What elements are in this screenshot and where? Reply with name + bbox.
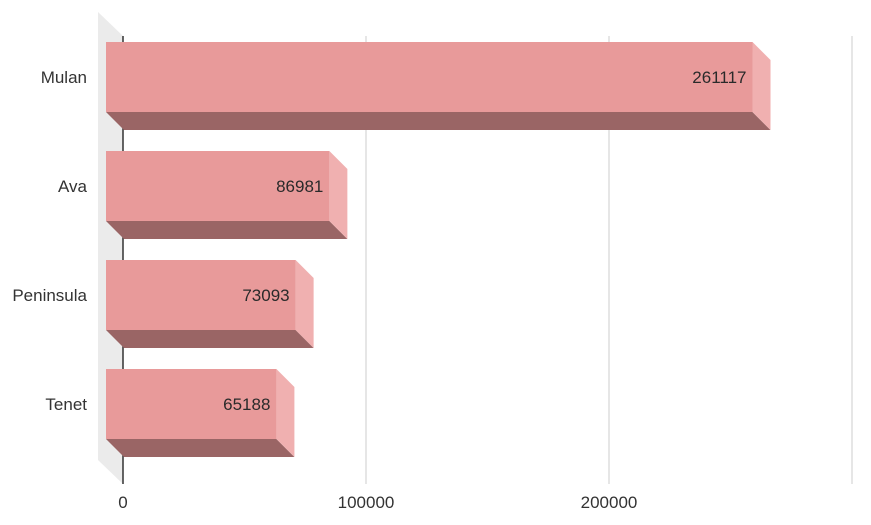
bar-side-face bbox=[329, 151, 348, 239]
bar-bottom-face bbox=[106, 221, 348, 239]
x-tick-label: 0 bbox=[118, 493, 127, 512]
bar-front-face bbox=[106, 151, 330, 221]
chart-wall bbox=[98, 12, 123, 484]
data-label: 261117 bbox=[692, 68, 746, 87]
bar-peninsula bbox=[106, 260, 314, 348]
bar-side-face bbox=[276, 369, 295, 457]
bar-ava bbox=[106, 151, 348, 239]
bar-bottom-face bbox=[106, 112, 771, 130]
bar-side-face bbox=[295, 260, 314, 348]
bar-tenet bbox=[106, 369, 295, 457]
bar-mulan bbox=[106, 42, 771, 130]
category-label: Mulan bbox=[41, 68, 87, 87]
bar-bottom-face bbox=[106, 439, 295, 457]
data-label: 86981 bbox=[276, 177, 323, 196]
category-label: Tenet bbox=[45, 395, 87, 414]
labels: 0 100000 200000 Mulan 261117 Ava 86981 Peninsul… bbox=[12, 68, 746, 512]
bars bbox=[106, 42, 771, 457]
x-tick-label: 200000 bbox=[581, 493, 638, 512]
bar-front-face bbox=[106, 369, 277, 439]
bar-front-face bbox=[106, 260, 296, 330]
bar-bottom-face bbox=[106, 330, 314, 348]
side-wall bbox=[98, 12, 123, 484]
bar-front-face bbox=[106, 42, 753, 112]
data-label: 73093 bbox=[242, 286, 289, 305]
bar-side-face bbox=[752, 42, 771, 130]
category-label: Peninsula bbox=[12, 286, 87, 305]
x-tick-label: 100000 bbox=[338, 493, 395, 512]
data-label: 65188 bbox=[223, 395, 270, 414]
category-label: Ava bbox=[58, 177, 88, 196]
